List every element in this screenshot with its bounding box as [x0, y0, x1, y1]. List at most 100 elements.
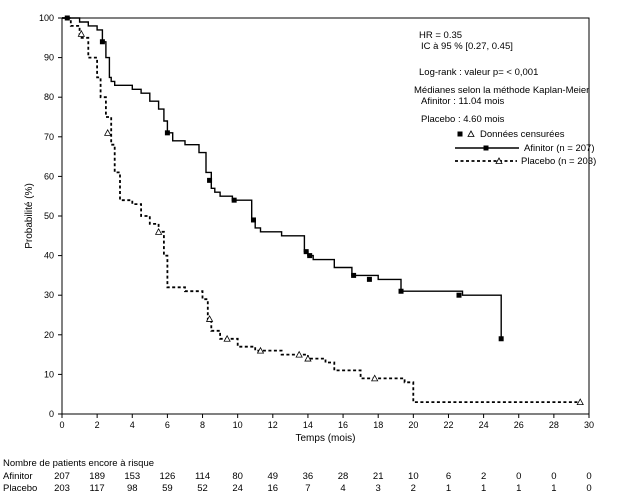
legend-afinitor-label: Afinitor (n = 207) [524, 143, 595, 154]
x-tick-label: 14 [303, 420, 313, 430]
risk-cell: 0 [586, 471, 591, 482]
afinitor-censor-mark [307, 253, 313, 259]
x-tick-label: 8 [200, 420, 205, 430]
risk-cell: 4 [340, 483, 345, 494]
placebo-censor-mark [371, 374, 379, 382]
legend-afinitor-marker [483, 145, 489, 151]
risk-cell: 24 [232, 483, 243, 494]
x-axis-title: Temps (mois) [295, 433, 355, 444]
x-tick-label: 28 [549, 420, 559, 430]
y-tick-label: 10 [44, 369, 54, 379]
legend-placebo-marker [495, 157, 503, 164]
risk-cell: 117 [90, 483, 105, 494]
risk-cell: 1 [516, 483, 521, 494]
placebo-censor-mark [77, 30, 85, 37]
y-tick-label: 50 [44, 211, 54, 221]
placebo-censor-mark [103, 129, 112, 136]
logrank-text: Log-rank : valeur p= < 0,001 [419, 67, 538, 78]
legend-censor-triangle-icon [467, 130, 475, 137]
x-tick-label: 4 [130, 420, 135, 430]
legend-placebo-label: Placebo (n = 203) [521, 156, 596, 167]
chart-legend: Données censurées Afinitor (n = 207) Place… [455, 129, 596, 167]
x-tick-label: 10 [233, 420, 243, 430]
x-tick-label: 2 [95, 420, 100, 430]
afinitor-censor-mark [366, 276, 372, 282]
risk-cell: 207 [54, 471, 70, 482]
risk-cell: 36 [303, 471, 314, 482]
placebo-censor-mark [205, 315, 214, 322]
afinitor-censor-mark [64, 15, 70, 21]
y-tick-label: 0 [49, 409, 54, 419]
chart-axes: 0 2 4 6 8 10 12 14 16 18 20 22 24 26 28 300102030405060… [24, 13, 594, 444]
x-tick-label: 30 [584, 420, 594, 430]
afinitor-curve [62, 17, 502, 339]
x-tick-label: 22 [443, 420, 453, 430]
ci-text: IC à 95 % [0.27, 0.45] [421, 41, 513, 52]
risk-cell: 16 [268, 483, 279, 494]
risk-cell: 3 [376, 483, 381, 494]
risk-cell: 126 [159, 471, 175, 482]
x-tick-label: 0 [59, 420, 64, 430]
risk-cell: 0 [516, 471, 521, 482]
risk-cell: 1 [481, 483, 486, 494]
x-tick-label: 20 [408, 420, 418, 430]
afinitor-censor-mark [164, 130, 170, 136]
placebo-censor-mark [295, 350, 303, 358]
placebo-censor-mark [256, 346, 265, 354]
x-tick-label: 16 [338, 420, 348, 430]
y-tick-label: 30 [44, 290, 54, 300]
y-tick-label: 80 [44, 92, 54, 102]
risk-cell: 52 [197, 483, 208, 494]
risk-cell: 59 [162, 483, 173, 494]
legend-censor-square-icon [457, 131, 463, 137]
x-tick-label: 24 [479, 420, 489, 430]
y-tick-label: 20 [44, 330, 54, 340]
risk-row-label: Placebo [3, 483, 37, 494]
risk-cell: 21 [373, 471, 384, 482]
risk-cell: 2 [411, 483, 416, 494]
risk-cell: 7 [305, 483, 310, 494]
risk-table: Nombre de patients encore à risque Afinit… [3, 458, 592, 494]
afinitor-censor-mark [498, 336, 504, 342]
placebo-censor-mark [304, 354, 312, 362]
risk-cell: 2 [481, 471, 486, 482]
afinitor-censor-mark [207, 177, 213, 183]
x-tick-label: 18 [373, 420, 383, 430]
risk-cell: 203 [54, 483, 70, 494]
afinitor-censor-mark [250, 217, 256, 223]
median-afinitor: Afinitor : 11.04 mois [421, 96, 505, 107]
x-tick-label: 12 [268, 420, 278, 430]
y-tick-label: 60 [44, 171, 54, 181]
y-tick-label: 40 [44, 251, 54, 261]
placebo-censor-mark [154, 228, 163, 235]
afinitor-censor-mark [231, 197, 237, 203]
risk-cell: 1 [551, 483, 556, 494]
risk-table-title: Nombre de patients encore à risque [3, 458, 154, 469]
risk-cell: 49 [268, 471, 279, 482]
afinitor-censor-mark [303, 249, 309, 255]
risk-cell: 80 [232, 471, 243, 482]
hr-text: HR = 0.35 [419, 30, 462, 41]
risk-cell: 189 [89, 471, 105, 482]
afinitor-censor-mark [456, 292, 462, 298]
x-tick-label: 6 [165, 420, 170, 430]
placebo-curve [62, 17, 581, 403]
risk-cell: 0 [586, 483, 591, 494]
risk-cell: 153 [124, 471, 140, 482]
y-tick-label: 70 [44, 132, 54, 142]
risk-cell: 114 [195, 471, 210, 482]
y-tick-label: 100 [39, 13, 54, 23]
afinitor-censor-mark [99, 39, 105, 45]
risk-cell: 0 [551, 471, 556, 482]
risk-cell: 6 [446, 471, 451, 482]
y-tick-label: 90 [44, 53, 54, 63]
afinitor-censor-mark [398, 288, 404, 294]
x-tick-label: 26 [514, 420, 524, 430]
y-axis-title: Probabilité (%) [24, 183, 35, 249]
placebo-censor-mark [223, 334, 231, 342]
afinitor-censor-mark [351, 272, 357, 278]
risk-cell: 1 [446, 483, 451, 494]
risk-cell: 98 [127, 483, 138, 494]
